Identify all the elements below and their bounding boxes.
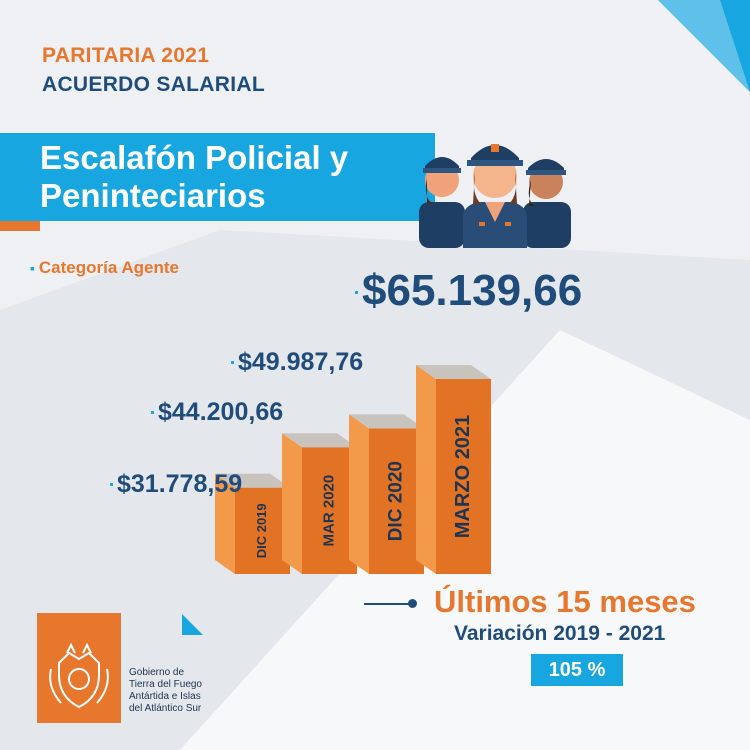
data-label-bullet [355, 291, 358, 294]
bar-value-label: $49.987,76 [238, 348, 363, 376]
bar-value-label: $44.200,66 [158, 398, 283, 426]
bar-top [416, 365, 491, 379]
banner-title: Escalafón Policial y Peninteciarios [40, 139, 348, 215]
coat-of-arms-icon [49, 642, 109, 709]
bar-top [282, 433, 357, 448]
bar-value-label: $65.139,66 [362, 266, 582, 315]
variation-badge: 105 % [531, 654, 623, 686]
data-label-bullet [231, 361, 234, 364]
bar [235, 487, 290, 574]
officer-center-icon [463, 144, 527, 248]
footer-title: Últimos 15 meses [434, 584, 696, 619]
government-logo [37, 613, 121, 723]
bar-category-label: DIC 2020 [386, 461, 407, 541]
data-label-bullet [110, 483, 113, 486]
government-line: Antártida e Islas [129, 691, 201, 702]
footer-subtitle: Variación 2019 - 2021 [454, 622, 666, 645]
bar-side [215, 473, 235, 574]
footer-connector-dot [408, 599, 417, 608]
bar [302, 447, 357, 574]
bullet-icon: ▪ [30, 260, 39, 276]
police-officers-icon [419, 144, 571, 248]
small-triangle-bottom [182, 614, 203, 635]
government-line: Tierra del Fuego [129, 679, 202, 690]
bar-side [282, 433, 302, 574]
officer-left-icon [419, 157, 465, 248]
bar-category-label: DIC 2019 [254, 503, 269, 558]
category-text: Categoría Agente [38, 258, 179, 277]
corner-triangle-top-right-light [658, 0, 750, 92]
banner-accent [0, 221, 40, 231]
bar [369, 428, 424, 574]
title-banner [0, 133, 435, 221]
data-label-bullet [151, 411, 154, 414]
government-name: Gobierno de Tierra del Fuego Antártida e… [129, 667, 259, 715]
header-title-paritaria: PARITARIA 2021 [42, 44, 210, 67]
bar-category-label: MARZO 2021 [452, 415, 474, 538]
bar-side [349, 414, 369, 574]
officer-right-icon [523, 159, 571, 248]
header-title-acuerdo: ACUERDO SALARIAL [42, 73, 265, 96]
footer-connector-line [364, 603, 412, 605]
bar-top [215, 473, 290, 488]
government-line: Gobierno de [129, 667, 185, 678]
category-label: ▪ Categoría Agente [30, 258, 179, 278]
bar [436, 379, 491, 574]
bar-top [349, 414, 424, 429]
bar-side [416, 365, 436, 574]
bar-category-label: MAR 2020 [320, 475, 337, 547]
government-line: del Atlántico Sur [129, 703, 202, 714]
banner-title-line1: Escalafón Policial y [40, 139, 349, 176]
banner-title-line2: Peninteciarios [40, 177, 266, 214]
bar-value-label: $31.778,59 [117, 470, 242, 498]
